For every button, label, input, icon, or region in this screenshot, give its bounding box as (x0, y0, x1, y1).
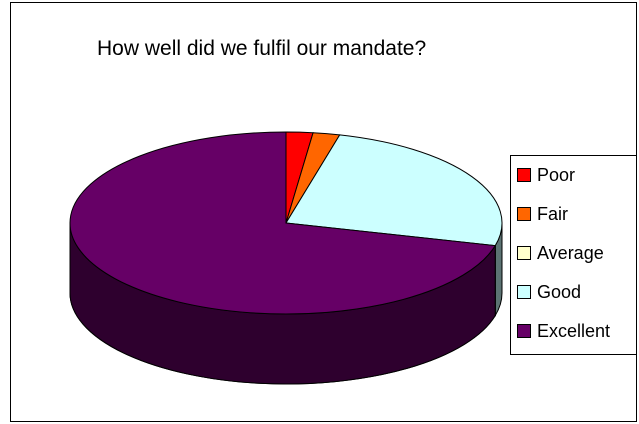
legend-swatch-poor (517, 168, 531, 182)
legend-label-average: Average (537, 242, 604, 263)
chart-title: How well did we fulfil our mandate? (97, 37, 427, 60)
legend-label-fair: Fair (537, 203, 568, 224)
legend-swatch-average (517, 246, 531, 260)
pie-slice-excellent (69, 131, 497, 315)
legend-swatch-excellent (517, 324, 531, 338)
legend-label-good: Good (537, 281, 582, 302)
legend-item-fair: Fair (517, 203, 568, 225)
legend-item-excellent: Excellent (517, 320, 610, 342)
legend-item-poor: Poor (517, 164, 575, 186)
legend-item-good: Good (517, 281, 581, 303)
legend: Poor Fair Average Good Excellent (510, 155, 636, 355)
pie-chart (69, 131, 503, 385)
legend-item-average: Average (517, 242, 604, 264)
legend-swatch-fair (517, 207, 531, 221)
legend-label-poor: Poor (537, 164, 576, 185)
pie-slice-good (285, 134, 503, 247)
legend-swatch-good (517, 285, 531, 299)
pie-top-faces (69, 131, 503, 315)
legend-label-excellent: Excellent (537, 320, 611, 341)
chart-area: How well did we fulfil our mandate? Poor… (10, 2, 637, 422)
